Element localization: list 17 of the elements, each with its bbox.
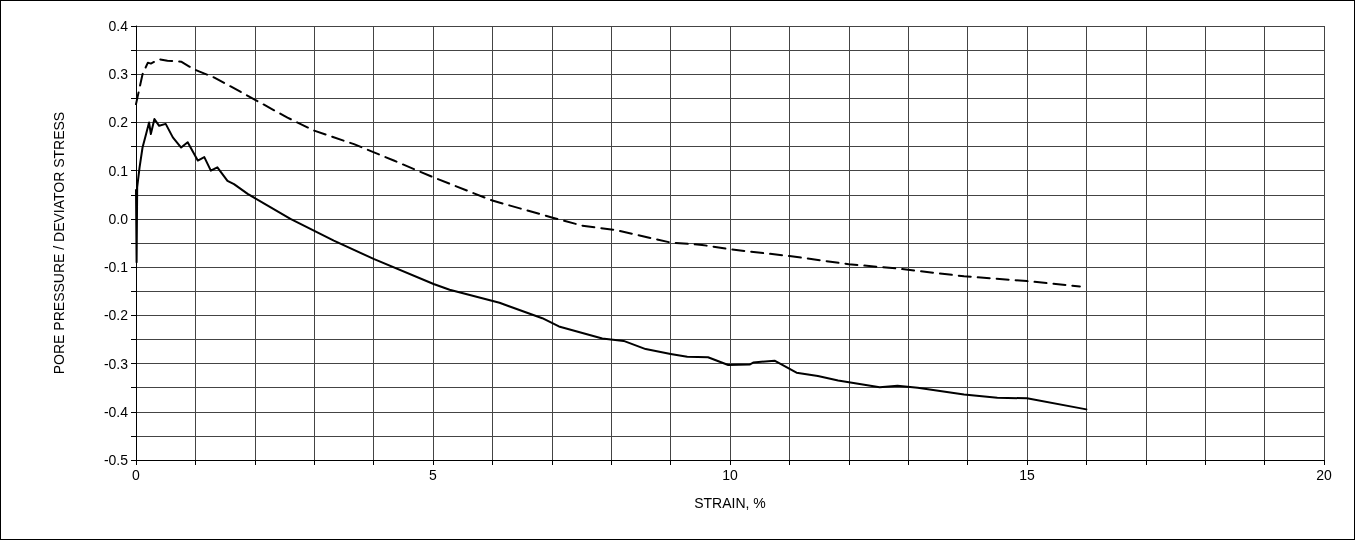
y-axis-title: PORE PRESSURE / DEVIATOR STRESS [51, 111, 67, 375]
y-tick-label: 0.3 [108, 66, 129, 83]
x-tick-label: 0 [132, 467, 141, 483]
y-tick-label: -0.1 [103, 259, 129, 276]
x-tick-label: 10 [722, 467, 738, 483]
x-tick-label: 15 [1019, 467, 1035, 483]
y-tick-label: 0.2 [108, 114, 129, 131]
y-tick-label: 0.1 [108, 162, 129, 179]
y-tick-label: -0.5 [103, 452, 129, 468]
y-tick-label: -0.2 [103, 307, 129, 324]
y-tick-label: -0.3 [103, 355, 129, 372]
x-tick-label: 5 [429, 467, 438, 483]
y-tick-label: -0.4 [103, 403, 129, 420]
y-tick-label: 0.0 [108, 210, 129, 227]
x-axis-title: STRAIN, % [694, 495, 766, 511]
y-tick-label: 0.4 [108, 18, 129, 34]
x-tick-label: 20 [1316, 467, 1332, 483]
